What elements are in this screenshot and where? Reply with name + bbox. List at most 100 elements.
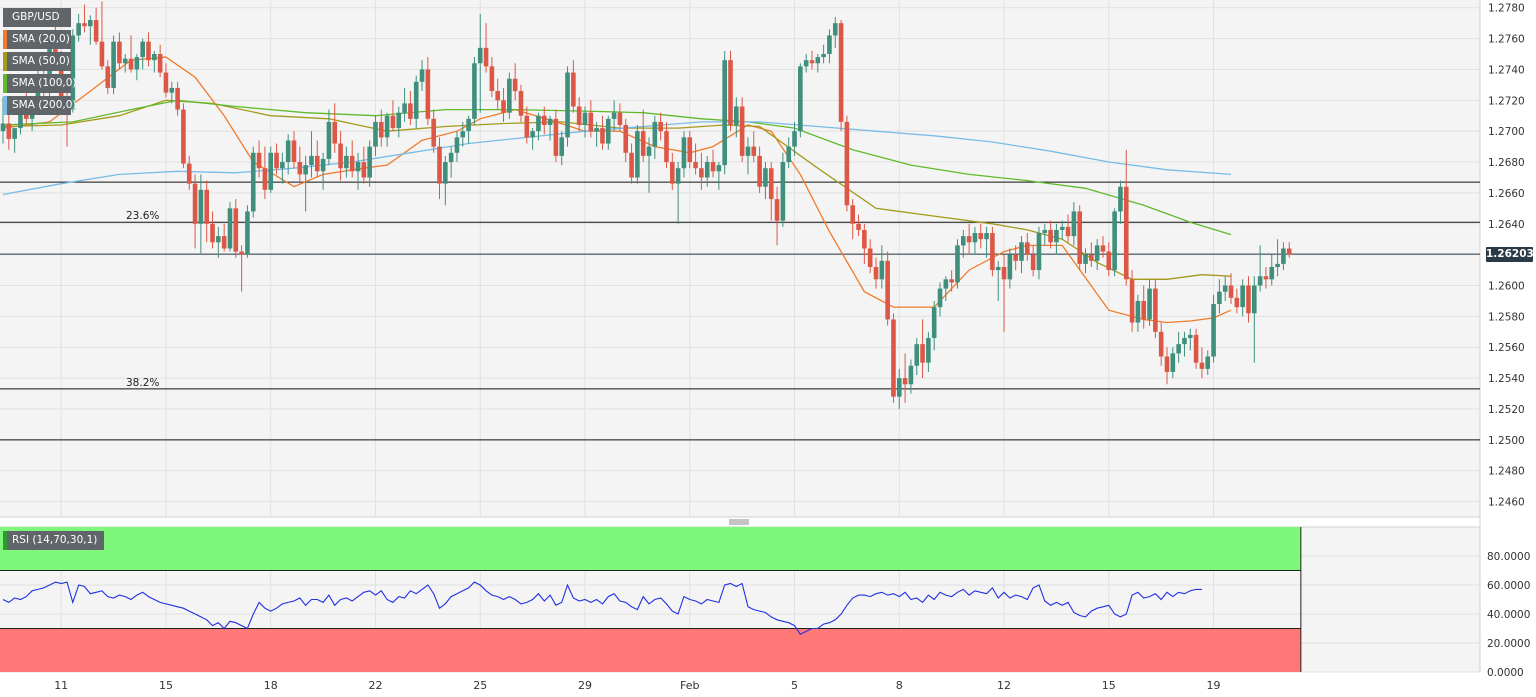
legend-sma-20[interactable]: SMA (20,0): [3, 30, 71, 49]
candle-body: [280, 162, 285, 169]
legend-instrument-label: GBP/USD: [12, 11, 60, 23]
candle-body: [605, 118, 611, 144]
candle-body: [1211, 304, 1216, 357]
candle-body: [664, 131, 669, 163]
candle-body: [1240, 285, 1245, 308]
candle-body: [245, 211, 250, 255]
candle-body: [1089, 254, 1094, 261]
candle-body: [920, 344, 925, 363]
panel-resize-handle[interactable]: [729, 519, 749, 525]
candle-body: [338, 143, 343, 169]
sma-lines: [2, 56, 1232, 324]
candle-body: [1182, 337, 1187, 345]
candle-body: [891, 319, 896, 397]
candle-body: [140, 41, 145, 58]
candle-body: [530, 131, 535, 138]
fibonacci-label: 23.6%: [126, 210, 159, 222]
candle-body: [780, 162, 786, 221]
candle-body: [1083, 254, 1088, 264]
candle-body: [885, 260, 890, 320]
rsi-swatch: [3, 531, 7, 550]
candle-body: [629, 152, 634, 178]
candle-body: [1030, 254, 1036, 271]
candle-body: [576, 106, 582, 126]
candle-body: [803, 60, 809, 67]
candle-body: [902, 378, 908, 385]
rsi-legend[interactable]: RSI (14,70,30,1): [3, 531, 105, 550]
legend-sma-200[interactable]: SMA (200,0): [3, 96, 77, 115]
time-tick-label: 19: [1207, 679, 1221, 692]
price-tick-label: 1.2540: [1488, 373, 1525, 385]
candle-body: [233, 208, 239, 252]
candle-body: [70, 35, 76, 110]
candle-body: [1112, 211, 1117, 271]
candle-body: [675, 168, 681, 184]
candle-body: [1222, 285, 1228, 292]
candle-body: [1234, 297, 1240, 308]
candle-body: [1059, 226, 1065, 230]
candle-body: [349, 155, 355, 172]
candle-body: [867, 248, 873, 267]
candle-body: [600, 128, 605, 144]
candle-body: [413, 81, 419, 119]
legend-sma-100-label: SMA (100,0): [12, 77, 77, 89]
price-tick-label: 1.2760: [1488, 34, 1525, 46]
legend-sma-50[interactable]: SMA (50,0): [3, 52, 71, 71]
candle-body: [763, 168, 768, 187]
candle-body: [1153, 288, 1158, 332]
candle-body: [314, 155, 320, 172]
candle-body: [134, 57, 140, 70]
rsi-tick-label: 80.0000: [1487, 551, 1530, 563]
candle-body: [204, 189, 209, 224]
candle-body: [774, 199, 780, 221]
candle-body: [1205, 356, 1211, 369]
legend-sma-100[interactable]: SMA (100,0): [3, 74, 77, 93]
candle-body: [571, 72, 576, 107]
candle-body: [489, 66, 495, 92]
candle-body: [501, 100, 506, 113]
time-tick-label: 12: [997, 679, 1011, 692]
candle-body: [1135, 300, 1141, 323]
legend-sma-200-label: SMA (200,0): [12, 99, 77, 111]
sma-line: [2, 99, 1232, 236]
candle-body: [35, 80, 41, 107]
candle-body: [379, 121, 384, 138]
candle-body: [1269, 266, 1275, 280]
candle-body: [972, 233, 978, 243]
candle-body: [786, 146, 791, 163]
candle-body: [76, 23, 81, 36]
time-tick-label: 8: [896, 679, 903, 692]
candle-body: [268, 152, 274, 190]
candle-body: [1077, 211, 1082, 264]
candle-body: [1071, 211, 1077, 237]
price-tick-label: 1.2700: [1488, 126, 1525, 138]
candle-body: [483, 47, 489, 67]
candle-body: [0, 123, 6, 132]
candle-body: [1141, 300, 1147, 320]
candle-body: [12, 128, 17, 139]
candle-body: [821, 54, 826, 58]
candle-body: [1187, 334, 1193, 338]
candle-body: [390, 115, 396, 129]
candlesticks: [0, 1, 1292, 409]
candle-body: [146, 41, 151, 61]
candle-body: [722, 60, 727, 166]
price-tick-label: 1.2660: [1488, 188, 1525, 200]
legend-instrument[interactable]: GBP/USD: [3, 8, 71, 27]
candle-body: [768, 168, 774, 200]
price-tick-label: 1.2720: [1488, 95, 1525, 107]
rsi-tick-label: 60.0000: [1487, 580, 1530, 592]
candle-body: [1001, 266, 1007, 280]
candle-body: [792, 131, 797, 147]
candle-body: [582, 112, 588, 126]
candle-body: [216, 236, 221, 243]
candle-body: [448, 152, 454, 163]
candle-body: [297, 162, 303, 175]
candle-body: [1036, 233, 1042, 271]
price-tick-label: 1.2580: [1488, 311, 1525, 323]
candle-body: [908, 365, 914, 385]
candle-body: [111, 41, 116, 88]
legend-sma-20-label: SMA (20,0): [12, 33, 70, 45]
candle-body: [192, 183, 198, 224]
sma-20-swatch: [3, 30, 7, 49]
